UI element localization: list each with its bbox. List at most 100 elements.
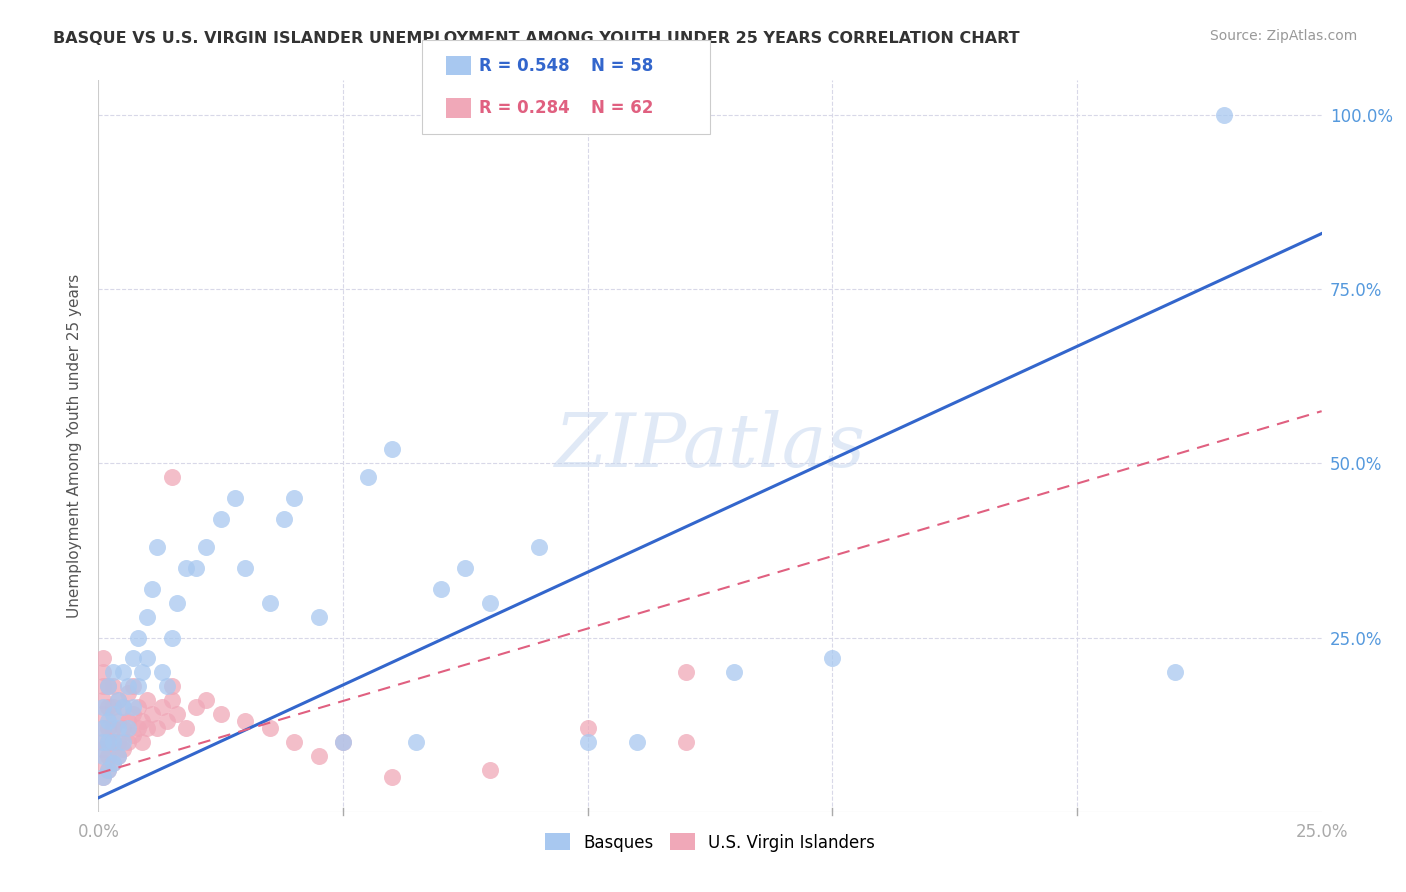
Point xyxy=(97,763,120,777)
Point xyxy=(160,679,183,693)
Point xyxy=(127,700,149,714)
Point xyxy=(454,561,477,575)
Point xyxy=(136,609,159,624)
Point xyxy=(675,735,697,749)
Point xyxy=(111,665,134,680)
Point xyxy=(101,756,124,770)
Point xyxy=(107,721,129,735)
Point xyxy=(141,707,163,722)
Point xyxy=(121,679,143,693)
Point xyxy=(186,700,208,714)
Point xyxy=(91,770,114,784)
Point xyxy=(478,763,501,777)
Point xyxy=(576,735,599,749)
Point xyxy=(478,596,501,610)
Point xyxy=(97,749,120,764)
Point xyxy=(195,693,218,707)
Point xyxy=(127,631,149,645)
Text: R = 0.284: R = 0.284 xyxy=(479,99,571,117)
Point xyxy=(127,721,149,735)
Point xyxy=(101,679,124,693)
Point xyxy=(101,700,124,714)
Point xyxy=(308,749,330,764)
Point xyxy=(101,721,124,735)
Point xyxy=(141,582,163,596)
Point xyxy=(91,693,114,707)
Point xyxy=(97,700,120,714)
Point xyxy=(332,735,354,749)
Point xyxy=(136,651,159,665)
Point xyxy=(356,470,378,484)
Point xyxy=(111,735,134,749)
Point xyxy=(107,693,129,707)
Point xyxy=(723,665,745,680)
Point xyxy=(101,735,124,749)
Point xyxy=(176,721,198,735)
Point xyxy=(127,679,149,693)
Point xyxy=(259,721,281,735)
Point xyxy=(107,749,129,764)
Point xyxy=(117,686,139,700)
Point xyxy=(209,707,232,722)
Point xyxy=(527,540,550,554)
Point xyxy=(117,679,139,693)
Point xyxy=(381,770,404,784)
Point xyxy=(156,679,179,693)
Point xyxy=(160,470,183,484)
Point xyxy=(111,700,134,714)
Point xyxy=(101,735,124,749)
Point xyxy=(150,700,173,714)
Point xyxy=(91,742,114,756)
Text: Source: ZipAtlas.com: Source: ZipAtlas.com xyxy=(1209,29,1357,43)
Point xyxy=(111,700,134,714)
Point xyxy=(97,679,120,693)
Point xyxy=(101,665,124,680)
Point xyxy=(186,561,208,575)
Point xyxy=(273,512,295,526)
Point xyxy=(91,707,114,722)
Point xyxy=(97,735,120,749)
Text: R = 0.548: R = 0.548 xyxy=(479,57,569,75)
Point xyxy=(136,721,159,735)
Point xyxy=(91,721,114,735)
Point xyxy=(283,491,305,506)
Point xyxy=(131,735,153,749)
Point xyxy=(405,735,427,749)
Point xyxy=(166,707,188,722)
Point xyxy=(121,651,143,665)
Point xyxy=(150,665,173,680)
Y-axis label: Unemployment Among Youth under 25 years: Unemployment Among Youth under 25 years xyxy=(67,274,83,618)
Point xyxy=(91,665,114,680)
Point xyxy=(121,700,143,714)
Point xyxy=(209,512,232,526)
Point xyxy=(166,596,188,610)
Point xyxy=(121,728,143,742)
Point xyxy=(91,700,114,714)
Point xyxy=(91,721,114,735)
Point xyxy=(91,756,114,770)
Point xyxy=(136,693,159,707)
Point xyxy=(131,665,153,680)
Point xyxy=(91,679,114,693)
Point xyxy=(146,721,169,735)
Point xyxy=(233,561,256,575)
Point xyxy=(259,596,281,610)
Text: N = 62: N = 62 xyxy=(591,99,652,117)
Point xyxy=(91,735,114,749)
Text: N = 58: N = 58 xyxy=(591,57,652,75)
Text: ZIPatlas: ZIPatlas xyxy=(554,409,866,483)
Point xyxy=(91,651,114,665)
Point xyxy=(117,735,139,749)
Point xyxy=(160,693,183,707)
Point xyxy=(91,749,114,764)
Point xyxy=(117,714,139,728)
Point xyxy=(176,561,198,575)
Point xyxy=(97,721,120,735)
Point xyxy=(97,679,120,693)
Point xyxy=(576,721,599,735)
Point xyxy=(107,735,129,749)
Point xyxy=(160,631,183,645)
Point xyxy=(91,735,114,749)
Point xyxy=(91,770,114,784)
Point xyxy=(156,714,179,728)
